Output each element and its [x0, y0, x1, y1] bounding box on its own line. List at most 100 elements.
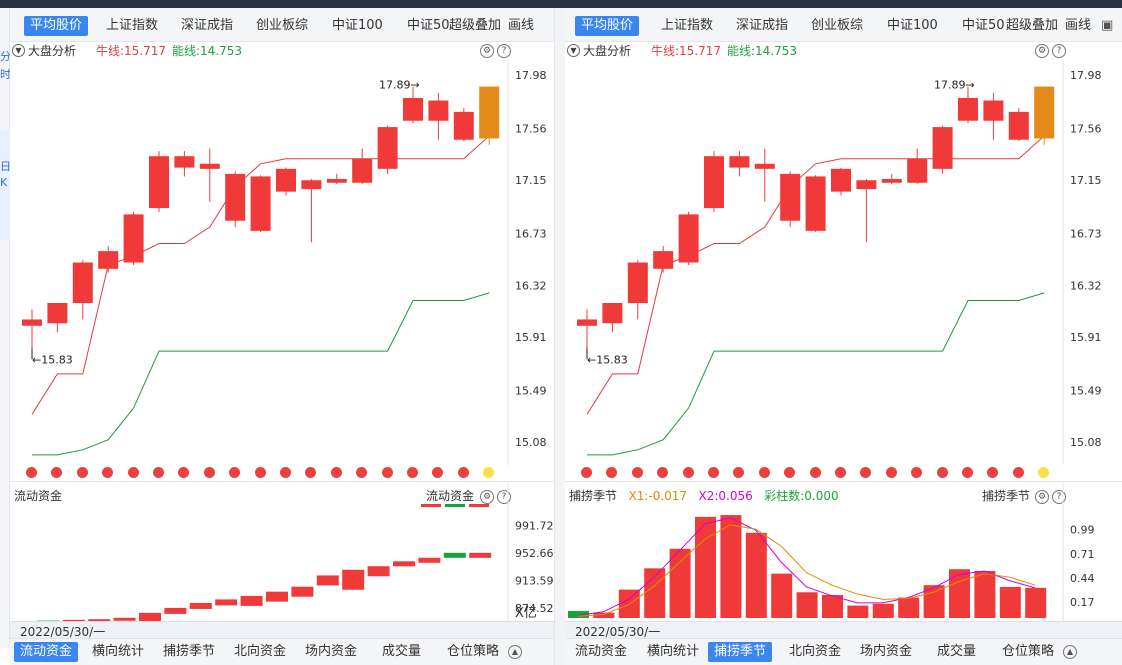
btab-fishing[interactable]: 捕捞季节: [163, 644, 216, 659]
bar-count-value: 彩柱数:0.000: [764, 489, 839, 503]
signal-dot: [885, 467, 897, 478]
edge-label-fen[interactable]: 分: [0, 50, 10, 63]
y-tick-label: 0.17: [1070, 596, 1095, 609]
tab-shanghai[interactable]: 上证指数: [106, 18, 159, 33]
btab-position[interactable]: 仓位策略: [447, 644, 500, 659]
index-tabs: 平均股价 上证指数 深证成指 创业板综 中证100 中证50 超级叠加 画线 ▣: [565, 8, 1122, 42]
tab-super-overlay[interactable]: 超级叠加: [1006, 18, 1059, 33]
y-tick-label: 991.72: [515, 519, 554, 532]
settings-icon[interactable]: ⚙: [480, 490, 494, 504]
candle-body: [428, 100, 449, 121]
season-bar: [745, 532, 767, 618]
candle-body: [780, 173, 801, 221]
y-tick-label: 874.52: [515, 602, 554, 615]
tab-csi100[interactable]: 中证100: [887, 18, 938, 33]
chevron-down-icon[interactable]: ▼: [567, 44, 580, 57]
tab-csi100[interactable]: 中证100: [332, 18, 383, 33]
edge-label-shi[interactable]: 时: [0, 68, 10, 81]
edge-label-ri[interactable]: 日: [0, 160, 10, 173]
low-price-label: ←15.83: [32, 353, 73, 366]
btab-onfloor[interactable]: 场内资金: [860, 644, 913, 659]
tab-chinext[interactable]: 创业板综: [256, 18, 309, 33]
liquidity-bar: [113, 617, 136, 621]
signal-dot: [860, 467, 872, 478]
help-icon[interactable]: ?: [497, 44, 511, 58]
btab-fishing[interactable]: 捕捞季节: [708, 642, 773, 662]
candle-body: [983, 100, 1004, 121]
y-tick-label: 952.66: [515, 547, 554, 560]
neng-line-value: 能线:14.753: [727, 44, 798, 58]
candle-body: [602, 303, 623, 324]
tab-draw-line[interactable]: 画线: [508, 18, 535, 33]
y-tick-label: 15.08: [515, 436, 547, 449]
liquidity-bar: [367, 566, 390, 577]
candlestick-chart[interactable]: 17.98 17.56 17.15 16.73 16.32 15.91 15.49 15.08…: [565, 60, 1122, 465]
tab-avg-price[interactable]: 平均股价: [24, 16, 89, 36]
tab-super-overlay[interactable]: 超级叠加: [449, 18, 502, 33]
unit-label: X亿: [515, 606, 537, 621]
date-label: 2022/05/30/一: [20, 625, 106, 639]
candle-body: [352, 158, 373, 183]
candle-body: [225, 173, 246, 221]
candle-body: [729, 156, 750, 168]
liquidity-bar: [469, 552, 492, 558]
candle-body: [932, 127, 953, 169]
tab-avg-price[interactable]: 平均股价: [575, 16, 640, 36]
y-tick-label: 15.08: [1070, 436, 1102, 449]
fishing-season-chart[interactable]: 0.99 0.71 0.44 0.17: [565, 482, 1122, 622]
btab-northbound[interactable]: 北向资金: [234, 644, 287, 659]
btab-liquidity[interactable]: 流动资金: [14, 642, 79, 662]
y-tick-label: 15.91: [1070, 331, 1102, 344]
tab-csi50[interactable]: 中证50: [407, 18, 450, 33]
settings-icon[interactable]: ⚙: [480, 44, 494, 58]
settings-icon[interactable]: ⚙: [1035, 44, 1049, 58]
candle-body: [453, 111, 474, 140]
signal-dot: [203, 467, 215, 478]
y-tick-label: 15.49: [515, 384, 547, 397]
tab-draw-line[interactable]: 画线: [1065, 18, 1092, 33]
btab-onfloor[interactable]: 场内资金: [305, 644, 358, 659]
tab-shanghai[interactable]: 上证指数: [661, 18, 714, 33]
date-label: 2022/05/30/一: [575, 625, 661, 639]
help-icon[interactable]: ?: [497, 490, 511, 504]
btab-liquidity[interactable]: 流动资金: [575, 644, 628, 659]
y-tick-label: 913.59: [515, 575, 554, 588]
tab-csi50[interactable]: 中证50: [962, 18, 1005, 33]
date-bar: 2022/05/30/一: [565, 621, 1122, 639]
index-tabs: 平均股价 上证指数 深证成指 创业板综 中证100 中证50 超级叠加 画线: [10, 8, 554, 42]
x2-value: X2:0.056: [698, 489, 753, 503]
season-bar: [644, 568, 666, 618]
candle-body: [276, 168, 296, 192]
help-icon[interactable]: ?: [1052, 490, 1066, 504]
y-tick-label: 16.73: [515, 227, 547, 240]
y-tick-label: 17.15: [1070, 174, 1102, 187]
y-tick-label: 16.73: [1070, 227, 1102, 240]
btab-volume[interactable]: 成交量: [382, 644, 422, 659]
btab-volume[interactable]: 成交量: [937, 644, 977, 659]
collapse-up-icon[interactable]: ▲: [1063, 645, 1077, 659]
tab-shenzhen[interactable]: 深证成指: [181, 18, 234, 33]
signal-dot: [254, 467, 266, 478]
y-tick-label: 15.49: [1070, 384, 1102, 397]
btab-horizontal[interactable]: 横向统计: [92, 644, 145, 659]
btab-northbound[interactable]: 北向资金: [789, 644, 842, 659]
candlestick-chart[interactable]: 17.98 17.56 17.15 16.73 16.32 15.91 15.49 15.08…: [10, 60, 554, 465]
y-tick-label: 17.98: [1070, 69, 1102, 82]
btab-position[interactable]: 仓位策略: [1002, 644, 1055, 659]
collapse-up-icon[interactable]: ▲: [508, 645, 522, 659]
grid-layout-icon[interactable]: ▣: [1101, 18, 1114, 33]
settings-icon[interactable]: ⚙: [1035, 490, 1049, 504]
indicator-header: ▼ 大盘分析 牛线:15.717 能线:14.753 ⚙ ?: [565, 42, 1122, 60]
tab-chinext[interactable]: 创业板综: [811, 18, 864, 33]
help-icon[interactable]: ?: [1052, 44, 1066, 58]
neng-line: [587, 292, 1045, 456]
y-tick-label: 17.15: [515, 174, 547, 187]
tab-shenzhen[interactable]: 深证成指: [736, 18, 789, 33]
bottom-tabs: 流动资金 横向统计 捕捞季节 北向资金 场内资金 成交量 仓位策略 ▲: [565, 638, 1122, 665]
candle-body: [704, 156, 724, 209]
btab-horizontal[interactable]: 横向统计: [647, 644, 700, 659]
low-price-label: ←15.83: [587, 353, 628, 366]
edge-label-k[interactable]: K: [0, 176, 8, 189]
chevron-down-icon[interactable]: ▼: [12, 44, 25, 57]
